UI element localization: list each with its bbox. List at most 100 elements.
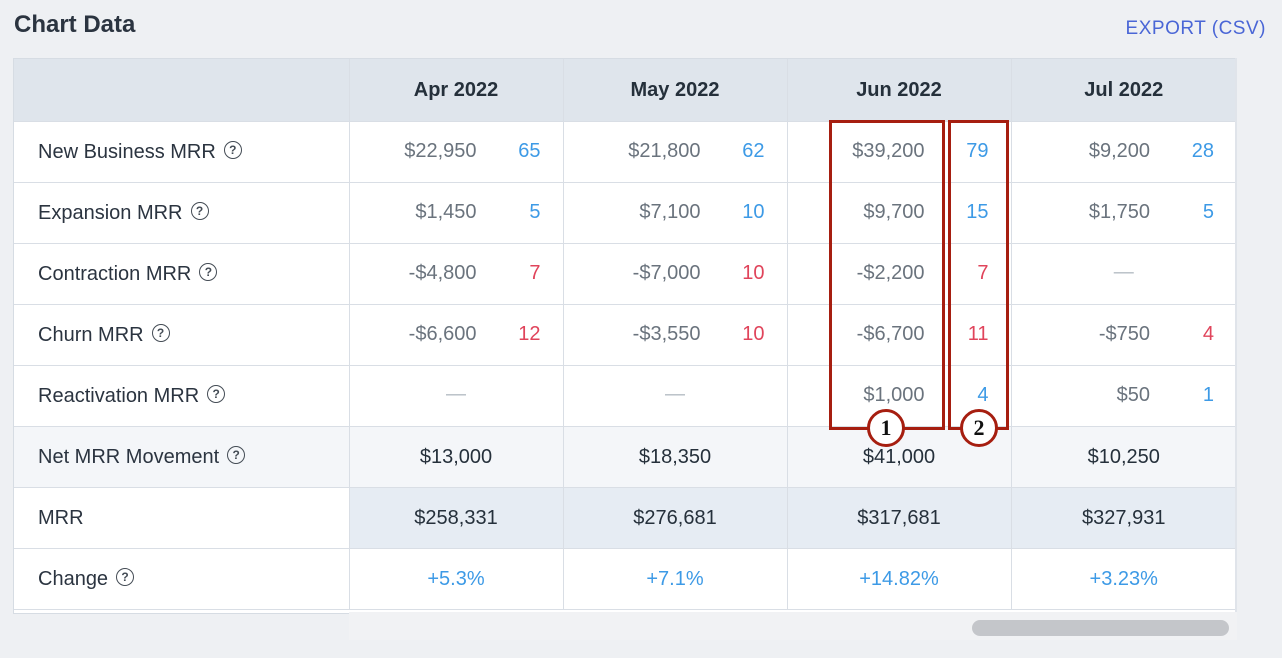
- row-label-cell: Contraction MRR?: [14, 243, 350, 305]
- metric-cell: $9,200 28: [1011, 121, 1236, 183]
- change-value: +5.3%: [349, 548, 564, 610]
- metric-row: Churn MRR? -$6,600 12 -$3,550 10 -$6,700 11 -$7…: [14, 304, 1236, 366]
- metric-cell: $1,450 5: [349, 182, 564, 244]
- row-label: MRR: [38, 506, 84, 529]
- amount-value: -$6,600: [408, 323, 477, 345]
- count-link[interactable]: 5: [1202, 201, 1214, 223]
- help-icon[interactable]: ?: [116, 568, 135, 587]
- mrr-value: $258,331: [349, 487, 564, 549]
- net-mrr-row: Net MRR Movement? $13,000 $18,350 $41,00…: [14, 426, 1236, 488]
- table-panel-edge: [1235, 58, 1237, 612]
- count-link[interactable]: 5: [529, 201, 541, 223]
- row-label: Churn MRR: [38, 323, 144, 346]
- metric-cell: -$7,000 10: [563, 243, 788, 305]
- metric-cell: -$3,550 10: [563, 304, 788, 366]
- amount-value: $50: [1116, 384, 1150, 406]
- amount-value: $1,450: [415, 201, 477, 223]
- metric-row: Expansion MRR? $1,450 5 $7,100 10 $9,700 15 $1,…: [14, 182, 1236, 244]
- amount-value: $7,100: [639, 201, 701, 223]
- row-label: Contraction MRR: [38, 262, 192, 285]
- amount-value: $9,700: [863, 201, 925, 223]
- chart-data-table-panel: Apr 2022 May 2022 Jun 2022 Jul 2022 New …: [13, 58, 1237, 614]
- metric-cell: -$2,200 7: [787, 243, 1012, 305]
- metric-cell: -$6,600 12: [349, 304, 564, 366]
- column-header: Jun 2022: [787, 59, 1012, 122]
- count-link[interactable]: 79: [966, 140, 989, 162]
- row-label-cell: Reactivation MRR?: [14, 365, 350, 427]
- page-title: Chart Data: [14, 11, 136, 38]
- amount-value: -$4,800: [408, 262, 477, 284]
- row-label: Change: [38, 567, 109, 590]
- metric-row: Contraction MRR? -$4,800 7 -$7,000 10 -$2,200…: [14, 243, 1236, 305]
- amount-value: -$6,700: [856, 323, 925, 345]
- metric-cell: -$750 4: [1011, 304, 1236, 366]
- chart-data-table: Apr 2022 May 2022 Jun 2022 Jul 2022 New …: [14, 59, 1236, 610]
- help-icon[interactable]: ?: [190, 202, 209, 221]
- metric-cell: $1,750 5: [1011, 182, 1236, 244]
- change-value: +7.1%: [563, 548, 788, 610]
- amount-value: -$3,550: [632, 323, 701, 345]
- count-link[interactable]: 1: [1202, 384, 1214, 406]
- count-link[interactable]: 7: [977, 262, 989, 284]
- help-icon[interactable]: ?: [227, 446, 246, 465]
- count-link[interactable]: 7: [529, 262, 541, 284]
- metric-row: Reactivation MRR? — — $1,000 4 $50 1: [14, 365, 1236, 427]
- metric-row: New Business MRR? $22,950 65 $21,800 62 $39,2…: [14, 121, 1236, 183]
- help-icon[interactable]: ?: [151, 324, 170, 343]
- mrr-value: $327,931: [1011, 487, 1236, 549]
- annotation-badge-1: 1: [867, 409, 905, 447]
- metric-cell: -$4,800 7: [349, 243, 564, 305]
- change-row: Change? +5.3% +7.1% +14.82% +3.23%: [14, 548, 1236, 610]
- header-corner-cell: [14, 59, 350, 122]
- row-label-cell: Expansion MRR?: [14, 182, 350, 244]
- change-value: +14.82%: [787, 548, 1012, 610]
- row-label: Expansion MRR: [38, 201, 183, 224]
- net-value: $10,250: [1011, 426, 1236, 488]
- metric-cell: $50 1: [1011, 365, 1236, 427]
- count-link[interactable]: 12: [518, 323, 541, 345]
- metric-cell: $39,200 79: [787, 121, 1012, 183]
- empty-value: —: [665, 383, 685, 405]
- row-label-cell: MRR: [14, 487, 350, 549]
- metric-cell: -$6,700 11: [787, 304, 1012, 366]
- row-label-cell: New Business MRR?: [14, 121, 350, 183]
- row-label-cell: Change?: [14, 548, 350, 610]
- mrr-value: $276,681: [563, 487, 788, 549]
- count-link[interactable]: 10: [742, 323, 765, 345]
- amount-value: -$750: [1098, 323, 1150, 345]
- count-link[interactable]: 4: [977, 384, 989, 406]
- row-label: Net MRR Movement: [38, 445, 220, 468]
- metric-cell: $7,100 10: [563, 182, 788, 244]
- row-label-cell: Net MRR Movement?: [14, 426, 350, 488]
- amount-value: $22,950: [404, 140, 477, 162]
- count-link[interactable]: 11: [967, 323, 989, 345]
- help-icon[interactable]: ?: [223, 141, 242, 160]
- metric-cell: —: [349, 365, 564, 427]
- net-value: $13,000: [349, 426, 564, 488]
- count-link[interactable]: 15: [966, 201, 989, 223]
- count-link[interactable]: 65: [518, 140, 541, 162]
- count-link[interactable]: 10: [742, 262, 765, 284]
- count-link[interactable]: 28: [1191, 140, 1214, 162]
- metric-cell: $9,700 15: [787, 182, 1012, 244]
- metric-cell: —: [563, 365, 788, 427]
- net-value: $41,000: [787, 426, 1012, 488]
- export-csv-button[interactable]: EXPORT (CSV): [1125, 18, 1266, 39]
- amount-value: $39,200: [852, 140, 925, 162]
- column-header: Apr 2022: [349, 59, 564, 122]
- empty-value: —: [446, 383, 466, 405]
- annotation-badge-2: 2: [960, 409, 998, 447]
- count-link[interactable]: 10: [742, 201, 765, 223]
- count-link[interactable]: 4: [1202, 323, 1214, 345]
- help-icon[interactable]: ?: [199, 263, 218, 282]
- count-link[interactable]: 62: [742, 140, 765, 162]
- help-icon[interactable]: ?: [207, 385, 226, 404]
- header-row: Apr 2022 May 2022 Jun 2022 Jul 2022: [14, 59, 1236, 122]
- mrr-row: MRR $258,331 $276,681 $317,681 $327,931: [14, 487, 1236, 549]
- mrr-value: $317,681: [787, 487, 1012, 549]
- change-value: +3.23%: [1011, 548, 1236, 610]
- amount-value: $1,750: [1088, 201, 1150, 223]
- amount-value: -$2,200: [856, 262, 925, 284]
- net-value: $18,350: [563, 426, 788, 488]
- horizontal-scrollbar-thumb[interactable]: [972, 620, 1229, 636]
